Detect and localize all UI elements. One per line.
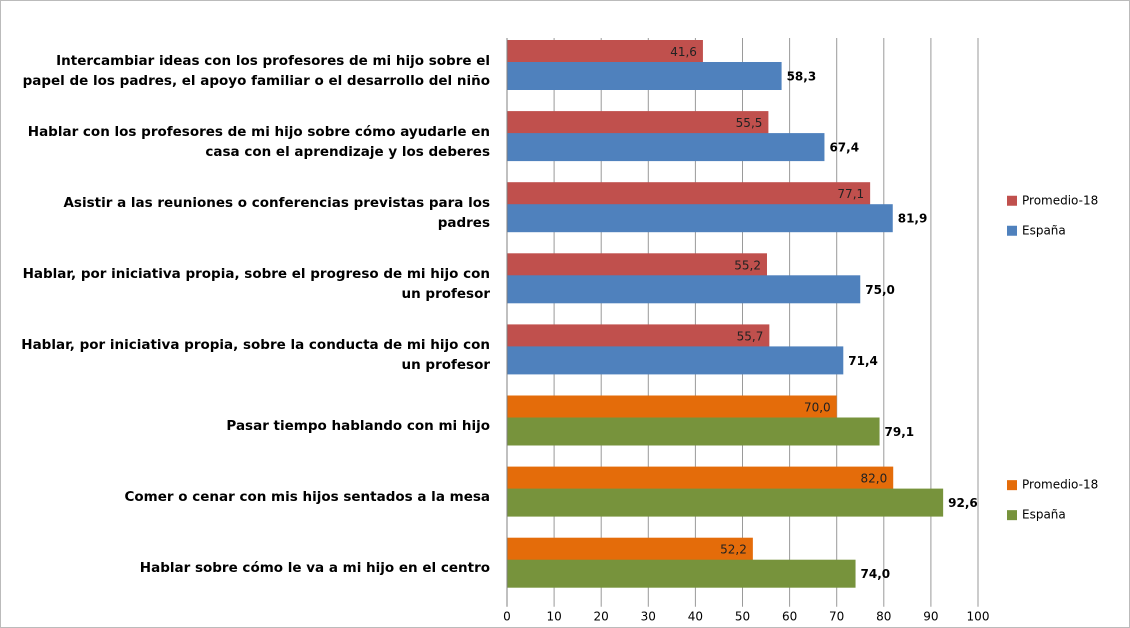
category-label: Hablar con los profesores de mi hijo sob… [27, 123, 490, 160]
x-tick-label: 10 [546, 609, 561, 623]
legend-swatch [1007, 195, 1017, 206]
value-label: 71,4 [848, 354, 878, 368]
value-label: 92,6 [948, 496, 978, 510]
bar [507, 466, 894, 490]
x-tick-label: 90 [923, 609, 938, 623]
bar [507, 204, 893, 233]
x-tick-label: 50 [735, 609, 750, 623]
x-tick-label: 0 [503, 609, 511, 623]
category-label: Comer o cenar con mis hijos sentados a l… [124, 489, 490, 506]
bar [507, 559, 856, 588]
value-label: 77,1 [837, 187, 864, 201]
value-label: 55,5 [736, 116, 763, 130]
value-label: 79,1 [885, 425, 915, 439]
value-label: 52,2 [720, 543, 747, 557]
x-tick-label: 40 [688, 609, 703, 623]
bar [507, 537, 753, 561]
value-label: 67,4 [829, 141, 859, 155]
bar [507, 40, 703, 63]
legend-label: Promedio-18 [1022, 478, 1098, 492]
category-label: Pasar tiempo hablando con mi hijo [226, 418, 490, 435]
value-label: 75,0 [865, 283, 895, 297]
value-label: 82,0 [861, 472, 888, 486]
bar [507, 62, 782, 90]
legend-label: Promedio-18 [1022, 193, 1098, 207]
value-label: 41,6 [670, 45, 697, 59]
value-label: 74,0 [861, 567, 891, 581]
legend-label: España [1022, 223, 1066, 237]
legend-swatch [1007, 510, 1017, 521]
bar [507, 346, 844, 375]
x-tick-label: 30 [641, 609, 656, 623]
bar [507, 395, 837, 419]
x-tick-label: 70 [829, 609, 844, 623]
x-tick-label: 80 [876, 609, 891, 623]
category-label: Hablar sobre cómo le va a mi hijo en el … [139, 560, 490, 577]
legend-swatch [1007, 225, 1017, 236]
category-label: Asistir a las reuniones o conferencias p… [63, 194, 490, 231]
bar [507, 417, 880, 446]
category-label: Intercambiar ideas con los profesores de… [22, 52, 490, 89]
x-tick-label: 20 [594, 609, 609, 623]
legend-label: España [1022, 508, 1066, 522]
value-label: 55,7 [737, 329, 764, 343]
bar [507, 253, 767, 277]
value-label: 55,2 [734, 258, 761, 272]
bar [507, 324, 770, 348]
bar [507, 111, 769, 135]
bar [507, 182, 871, 206]
value-label: 70,0 [804, 401, 831, 415]
x-tick-label: 60 [782, 609, 797, 623]
legend-swatch [1007, 480, 1017, 491]
x-tick-label: 100 [967, 609, 990, 623]
category-label: Hablar, por iniciativa propia, sobre la … [21, 336, 490, 373]
value-label: 58,3 [787, 70, 817, 84]
bar [507, 133, 825, 162]
bar [507, 275, 861, 304]
value-label: 81,9 [898, 212, 928, 226]
bar [507, 488, 944, 517]
category-label: Hablar, por iniciativa propia, sobre el … [22, 265, 490, 302]
